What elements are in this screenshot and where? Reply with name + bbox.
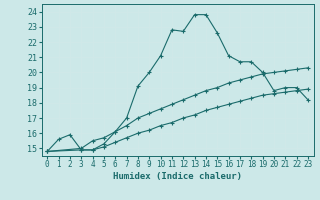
X-axis label: Humidex (Indice chaleur): Humidex (Indice chaleur): [113, 172, 242, 181]
